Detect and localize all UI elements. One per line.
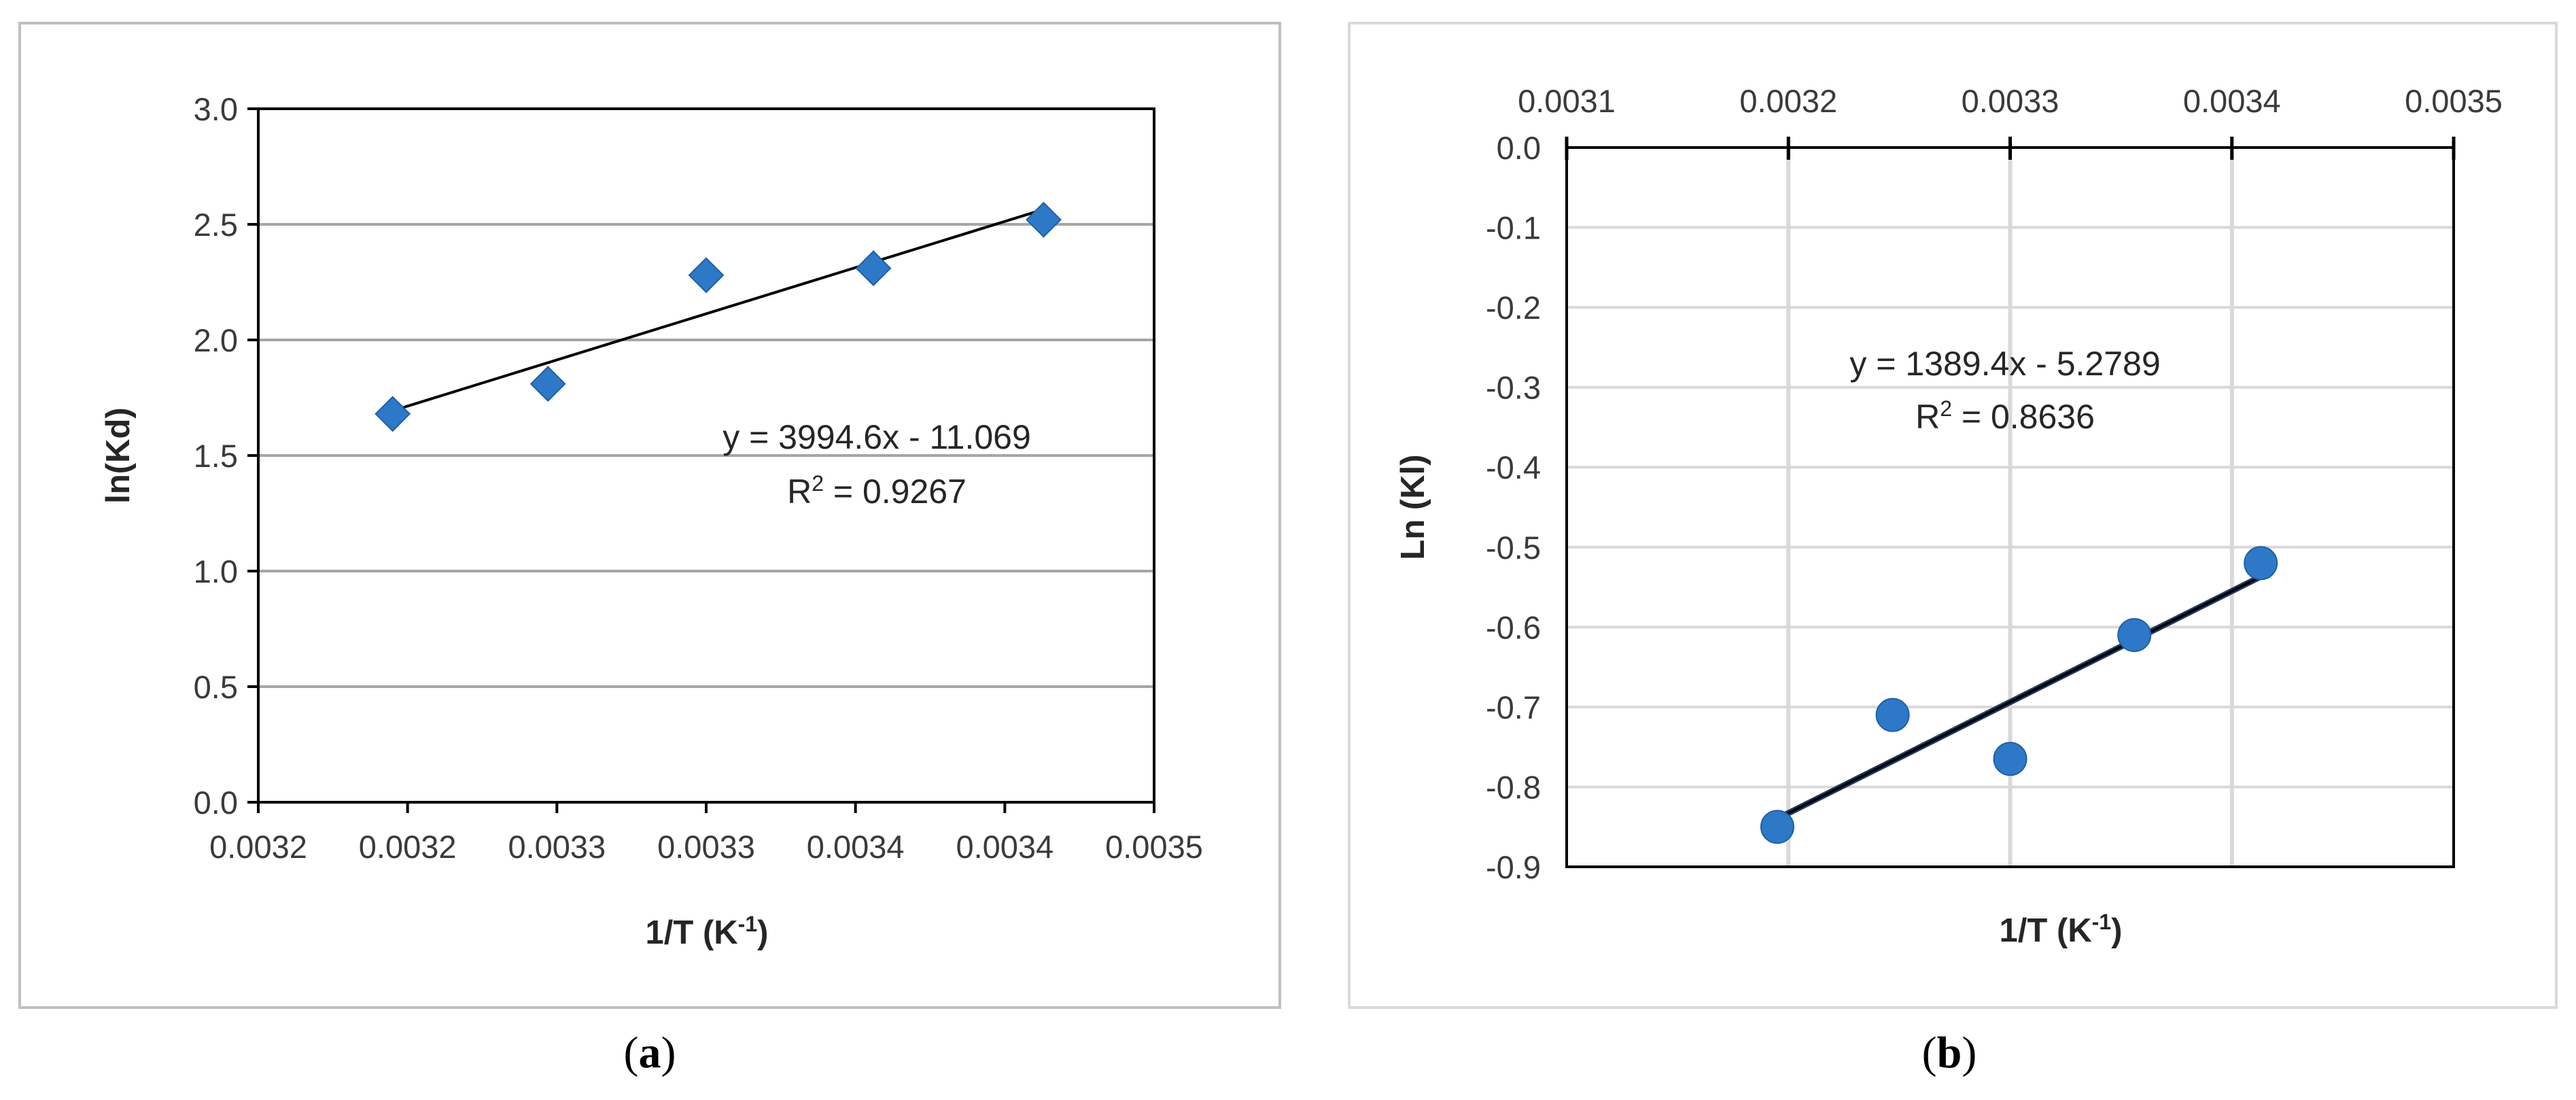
chart-a-y-tick-label: 3.0: [194, 91, 238, 127]
chart-b-y-tick-label: -0.6: [1486, 609, 1541, 645]
chart-b-trendline: [1777, 575, 2262, 820]
chart-b-y-axis-title: Ln (Kl): [1395, 454, 1431, 560]
chart-a-data-point: [1026, 201, 1062, 238]
chart-b-y-tick-label: -0.1: [1486, 210, 1541, 246]
chart-a-x-tick-label: 0.0034: [956, 829, 1054, 865]
chart-b-points: [1760, 546, 2278, 844]
chart-b-data-point: [1993, 742, 2027, 776]
chart-b-data-point: [2244, 546, 2278, 581]
chart-a-equation: y = 3994.6x - 11.069: [723, 418, 1031, 456]
chart-a-y-tick-label: 0.0: [194, 785, 238, 821]
chart-b-data-point: [1760, 810, 1794, 844]
chart-b-y-tick-label: -0.4: [1486, 449, 1541, 485]
chart-a-x-ticks: 0.0032 0.0032 0.0033 0.0033 0.0034 0.0034 0.00…: [209, 802, 1203, 865]
chart-b-y-tick-label: 0.0: [1497, 130, 1541, 166]
chart-b-x-tick-label: 0.0034: [2183, 83, 2281, 119]
chart-a-gridlines: [258, 223, 1154, 688]
chart-b-y-ticks: 0.0 -0.1 -0.2 -0.3 -0.4 -0.5 -0.6 -0.7 -0.8 -0.9: [1486, 130, 1541, 885]
chart-a-r-squared: R2 = 0.9267: [787, 471, 967, 511]
chart-a-y-tick-label: 1.0: [194, 553, 238, 589]
chart-a-x-tick-label: 0.0033: [657, 829, 755, 865]
chart-a-data-point: [855, 250, 892, 287]
panel-label-a: (a): [624, 1028, 676, 1078]
chart-b-y-tick-label: -0.2: [1486, 290, 1541, 326]
chart-b-y-tick-label: -0.3: [1486, 370, 1541, 406]
chart-a-y-tick-label: 2.0: [194, 322, 238, 358]
chart-a-data-point: [529, 366, 566, 402]
chart-a-trendline: [392, 208, 1045, 413]
chart-a-x-tick-label: 0.0032: [209, 829, 307, 865]
chart-a-y-axis-title: ln(Kd): [100, 407, 137, 504]
chart-b-trendline-group: [1775, 574, 2263, 822]
chart-a-data-point: [375, 396, 411, 432]
chart-a-y-tick-label: 1.5: [194, 438, 238, 474]
chart-a-x-tick-label: 0.0035: [1105, 829, 1203, 865]
chart-a-y-ticks: 0.0 0.5 1.0 1.5 2.0 2.5 3.0: [194, 91, 258, 821]
chart-a-x-tick-label: 0.0034: [807, 829, 905, 865]
chart-b-data-point: [1875, 698, 1910, 732]
chart-a-x-tick-label: 0.0032: [359, 829, 457, 865]
chart-b-r-squared: R2 = 0.8636: [1915, 396, 2095, 436]
chart-b-y-tick-label: -0.5: [1486, 530, 1541, 566]
chart-a-points: [375, 201, 1062, 432]
chart-b-x-tick-label: 0.0032: [1739, 83, 1837, 119]
chart-b-y-tick-label: -0.7: [1486, 689, 1541, 725]
chart-a-y-tick-label: 2.5: [194, 207, 238, 243]
chart-b-data-point: [2117, 618, 2152, 653]
chart-b-x-tick-label: 0.0031: [1518, 83, 1616, 119]
chart-a-frame: [18, 22, 1281, 1009]
chart-b-x-ticks: 0.0031 0.0032 0.0033 0.0034 0.0035: [1518, 83, 2503, 160]
chart-a-x-tick-label: 0.0033: [508, 829, 606, 865]
chart-b-x-tick-label: 0.0035: [2405, 83, 2503, 119]
chart-a-data-point: [688, 257, 725, 294]
chart-b-equation: y = 1389.4x - 5.2789: [1849, 345, 2160, 383]
chart-b-x-tick-label: 0.0033: [1962, 83, 2059, 119]
chart-a-y-tick-label: 0.5: [194, 669, 238, 705]
chart-b-y-tick-label: -0.9: [1486, 849, 1541, 885]
chart-b-y-tick-label: -0.8: [1486, 769, 1541, 805]
chart-a-trendline-group: [392, 208, 1045, 413]
panel-label-b: (b): [1922, 1028, 1977, 1078]
chart-b-frame: [1348, 22, 2558, 1009]
